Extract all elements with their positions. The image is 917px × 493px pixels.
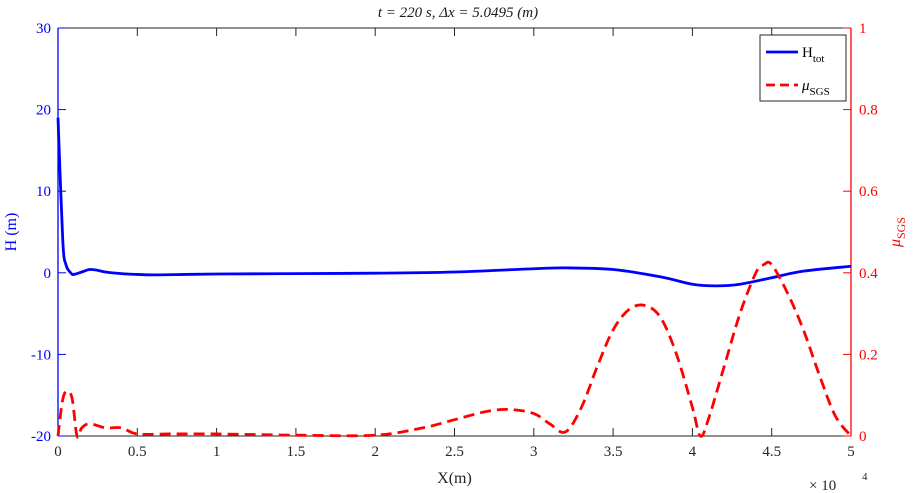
x-tick-label: 3.5	[604, 444, 623, 460]
left-axis-label: H (m)	[3, 213, 20, 252]
left-tick-label: 30	[36, 21, 51, 37]
x-tick-label: 0.5	[128, 444, 147, 460]
x-exponent-label: × 10	[809, 478, 836, 493]
x-tick-label: 0	[54, 444, 62, 460]
right-tick-label: 0.4	[859, 266, 878, 282]
right-axis-label-sub: SGS	[894, 217, 908, 239]
left-tick-label: -10	[31, 347, 51, 363]
legend-label-0: Htot	[802, 45, 824, 65]
x-tick-label: 2	[371, 444, 379, 460]
x-axis-label: X(m)	[437, 470, 472, 487]
right-axis-label-main: μ	[887, 239, 904, 248]
right-axis-label: μSGS	[887, 217, 908, 248]
x-tick-label: 4.5	[762, 444, 781, 460]
x-tick-label: 1.5	[287, 444, 306, 460]
series-line-1	[56, 260, 853, 439]
series-line-0	[56, 117, 852, 288]
legend-box	[759, 34, 847, 102]
left-tick-label: 10	[36, 184, 51, 200]
right-tick-label: 0	[859, 429, 867, 445]
legend-label-1: μSGS	[801, 78, 830, 98]
x-exponent: 4	[862, 471, 868, 483]
left-tick-label: -20	[31, 429, 51, 445]
legend-label-sub: SGS	[810, 86, 830, 98]
x-tick-label: 2.5	[445, 444, 464, 460]
x-tick-label: 5	[847, 444, 855, 460]
legend-label-main: μ	[801, 78, 810, 94]
right-tick-label: 0.8	[859, 103, 878, 119]
legend-label-sub: tot	[813, 53, 825, 65]
x-tick-label: 1	[213, 444, 221, 460]
x-tick-label: 3	[530, 444, 538, 460]
right-tick-label: 1	[859, 21, 867, 37]
right-tick-label: 0.2	[859, 347, 878, 363]
left-tick-label: 20	[36, 103, 51, 119]
right-tick-label: 0.6	[859, 184, 878, 200]
x-tick-label: 4	[689, 444, 697, 460]
chart-title: t = 220 s, Δx = 5.0495 (m)	[378, 5, 538, 21]
legend-label-main: H	[802, 45, 813, 61]
chart-marks: 0 0.5 1 1.5 2 2.5 3 3.5 4 4.5 5X(m) × 104-20-100102…	[3, 21, 908, 493]
left-tick-label: 0	[44, 266, 52, 282]
